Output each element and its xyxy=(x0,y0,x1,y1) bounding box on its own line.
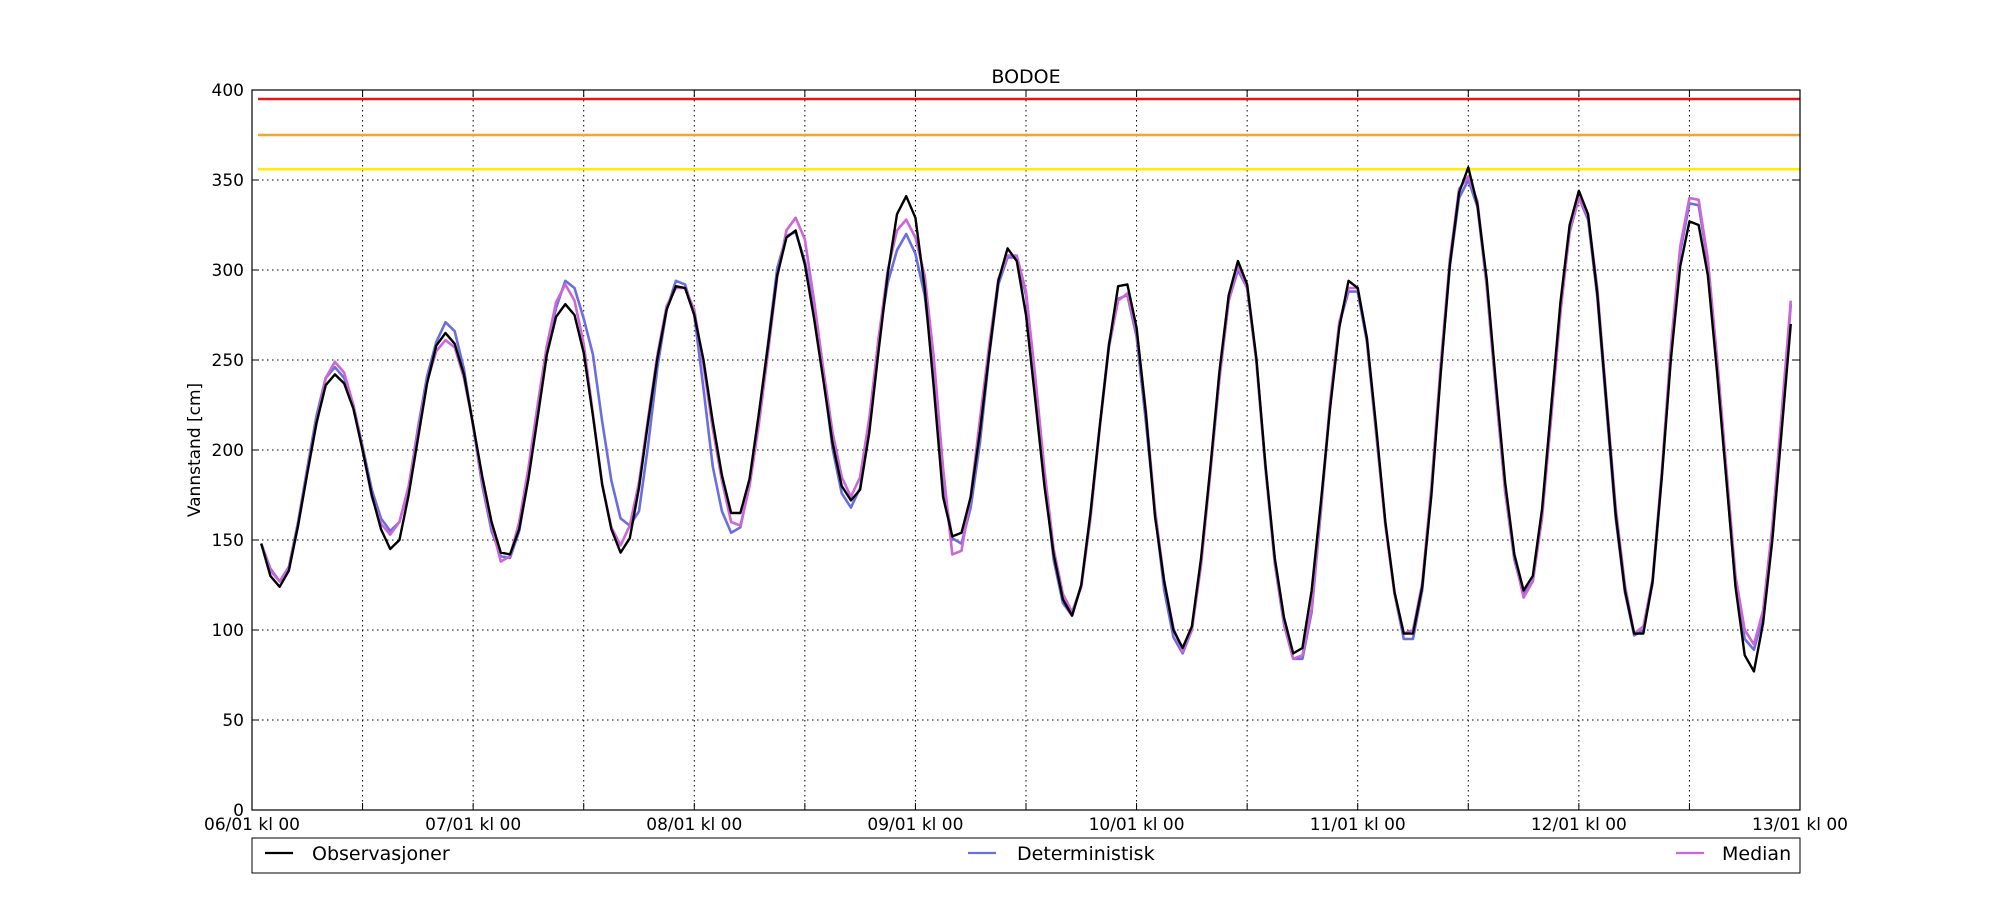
x-axis-ticks: 06/01 kl 00 07/01 kl 00 08/01 kl 00 09/01 k… xyxy=(204,90,1848,835)
x-tick-label: 08/01 kl 00 xyxy=(646,815,742,835)
series-line-deterministisk xyxy=(259,178,1793,661)
y-tick-label: 250 xyxy=(212,351,244,371)
series-line-observasjoner xyxy=(260,166,1792,673)
legend-label-deterministisk: Deterministisk xyxy=(1017,843,1155,865)
grid-lines xyxy=(252,90,1800,810)
threshold-lines xyxy=(258,97,1800,171)
y-tick-label: 100 xyxy=(212,621,244,641)
y-tick-label: 150 xyxy=(212,531,244,551)
x-tick-label: 06/01 kl 00 xyxy=(204,815,300,835)
legend-label-observasjoner: Observasjoner xyxy=(312,843,450,865)
legend: Observasjoner Deterministisk Median xyxy=(251,837,1801,874)
x-tick-label: 07/01 kl 00 xyxy=(425,815,521,835)
y-tick-label: 350 xyxy=(212,171,244,191)
y-tick-label: 200 xyxy=(212,441,244,461)
legend-label-median: Median xyxy=(1722,843,1791,865)
x-tick-label: 10/01 kl 00 xyxy=(1089,815,1185,835)
y-axis-ticks: 0 50 100 150 200 250 300 350 400 xyxy=(212,81,1800,821)
y-tick-label: 0 xyxy=(233,801,244,821)
y-tick-label: 300 xyxy=(212,261,244,281)
y-tick-label: 400 xyxy=(212,81,244,101)
y-tick-label: 50 xyxy=(222,711,244,731)
x-tick-label: 13/01 kl 00 xyxy=(1752,815,1848,835)
legend-frame xyxy=(251,837,1801,874)
chart-title: BODOE xyxy=(991,66,1060,88)
x-tick-label: 12/01 kl 00 xyxy=(1531,815,1627,835)
y-axis-label: Vannstand [cm] xyxy=(185,383,205,517)
x-tick-label: 09/01 kl 00 xyxy=(867,815,963,835)
x-tick-label: 11/01 kl 00 xyxy=(1310,815,1406,835)
series-lines xyxy=(259,166,1793,673)
